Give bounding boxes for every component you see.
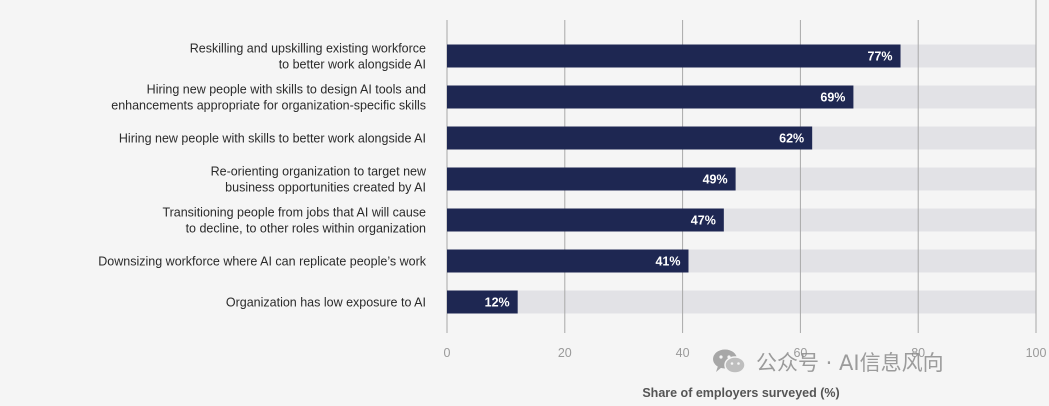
bar [447,44,901,68]
category-label: Reskilling and upskilling existing workf… [190,42,426,72]
category-label: Organization has low exposure to AI [226,296,426,310]
bar [447,167,736,191]
bar-value-label: 69% [820,91,845,105]
bar-value-label: 62% [779,132,804,146]
bar-value-label: 12% [485,296,510,310]
x-tick-label: 20 [558,346,572,360]
category-label: Re-orienting organization to target new b… [211,165,427,195]
bar-value-label: 49% [703,173,728,187]
category-label: Hiring new people with skills to better … [119,132,426,146]
bar [447,126,813,150]
x-tick-label: 0 [444,346,451,360]
bar [447,85,854,109]
bar-value-label: 47% [691,214,716,228]
category-label: Transitioning people from jobs that AI w… [162,206,426,236]
bar [447,290,518,314]
x-tick-label: 100 [1026,346,1047,360]
category-label: Downsizing workforce where AI can replic… [98,255,426,269]
x-axis-title: Share of employers surveyed (%) [642,386,839,400]
category-label: Hiring new people with skills to design … [111,83,426,113]
bar-value-label: 41% [655,255,680,269]
x-tick-label: 40 [676,346,690,360]
bar [447,249,689,273]
bar [447,208,724,232]
bar-value-label: 77% [867,50,892,64]
bar-track [447,290,1036,314]
x-tick-label: 80 [911,346,925,360]
x-tick-label: 60 [793,346,807,360]
